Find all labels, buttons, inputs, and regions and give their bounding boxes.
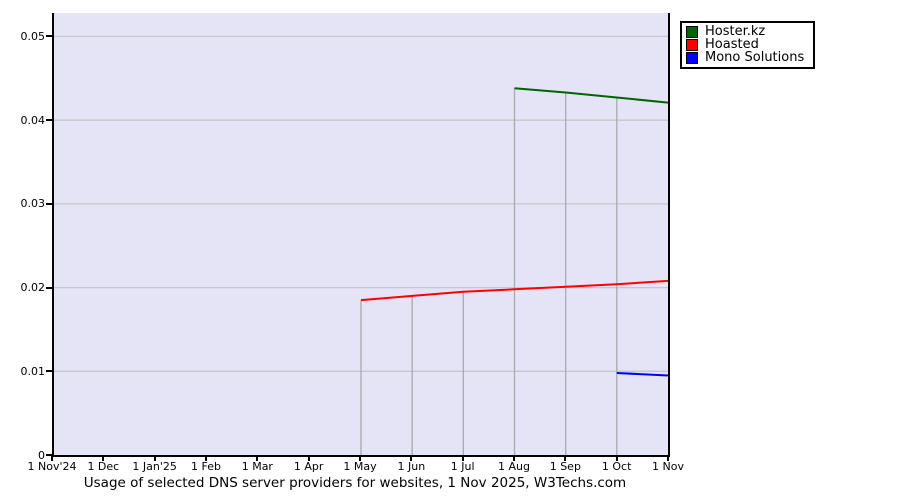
- x-tick: [102, 456, 105, 461]
- y-tick: [46, 119, 52, 122]
- x-tick-label: 1 Oct: [601, 460, 632, 473]
- legend-label: Mono Solutions: [705, 50, 805, 65]
- legend-item-hoasted: Hoasted: [686, 38, 804, 51]
- x-tick-label: 1 Jan'25: [132, 460, 177, 473]
- y-tick-label: 0: [38, 448, 45, 462]
- y-tick-label: 0.02: [20, 281, 46, 295]
- y-tick-label: 0.04: [20, 113, 46, 127]
- x-tick: [153, 456, 156, 461]
- legend-swatch-mono-solutions: [686, 51, 698, 64]
- x-tick: [615, 456, 618, 461]
- x-tick-label: 1 Feb: [191, 460, 221, 473]
- x-tick-label: 1 Apr: [293, 460, 324, 473]
- y-tick: [46, 35, 52, 38]
- legend-label: Hoasted: [705, 37, 759, 52]
- legend-item-mono-solutions: Mono Solutions: [686, 51, 804, 64]
- x-tick: [359, 456, 361, 461]
- x-tick-label: 1 Nov'24: [27, 460, 77, 473]
- x-tick-label: 1 Jul: [450, 460, 475, 473]
- x-tick-label: 1 Jun: [397, 460, 426, 473]
- x-tick-label: 1 Mar: [241, 460, 273, 473]
- x-tick: [51, 456, 53, 461]
- y-tick: [46, 454, 52, 456]
- x-tick-label: 1 Aug: [498, 460, 530, 473]
- legend-item-hoster-kz: Hoster.kz: [686, 25, 804, 38]
- x-tick: [461, 456, 464, 461]
- chart-title: Usage of selected DNS server providers f…: [83, 475, 627, 491]
- x-tick-label: 1 May: [343, 460, 377, 473]
- x-tick: [205, 456, 207, 461]
- x-tick-label: 1 Sep: [549, 460, 581, 473]
- y-tick: [46, 370, 52, 373]
- x-tick-label: 1 Nov: [652, 460, 684, 473]
- x-tick: [667, 456, 669, 461]
- x-tick: [410, 456, 413, 461]
- series-line-hoasted: [360, 279, 668, 302]
- legend-swatch-hoasted: [686, 38, 698, 51]
- y-tick-label: 0.03: [20, 197, 46, 211]
- x-tick-label: 1 Dec: [87, 460, 120, 473]
- y-tick: [46, 286, 52, 289]
- legend-label: Hoster.kz: [705, 24, 766, 39]
- x-tick: [513, 456, 515, 461]
- legend-swatch-hoster-kz: [686, 25, 698, 38]
- y-tick: [46, 202, 52, 205]
- series-line-mono-solutions: [616, 372, 668, 377]
- series-line-hoster-kz: [514, 87, 668, 104]
- x-tick: [307, 456, 310, 461]
- chart-canvas: [54, 13, 668, 455]
- y-tick-label: 0.05: [20, 29, 46, 43]
- plot-area: [52, 13, 670, 457]
- legend: Hoster.kz Hoasted Mono Solutions: [680, 21, 816, 69]
- x-tick: [256, 456, 259, 461]
- y-tick-label: 0.01: [20, 364, 46, 378]
- x-tick: [564, 456, 567, 461]
